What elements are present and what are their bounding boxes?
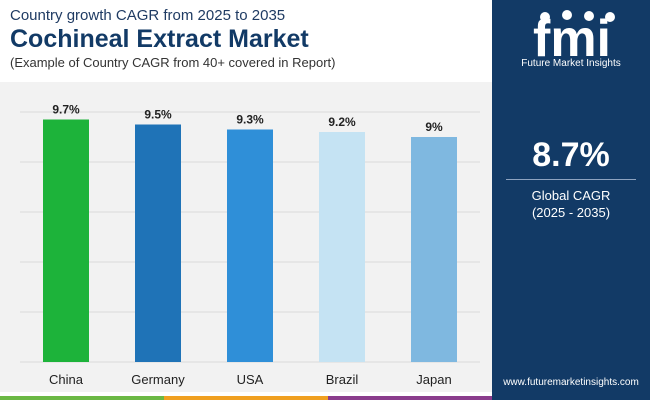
tick-label-germany: Germany bbox=[131, 372, 185, 387]
data-label-germany: 9.5% bbox=[144, 108, 172, 122]
global-cagr-period: (2025 - 2035) bbox=[531, 205, 611, 220]
bar-germany bbox=[135, 124, 181, 362]
data-label-china: 9.7% bbox=[52, 103, 80, 117]
website-link[interactable]: www.futuremarketinsights.com bbox=[503, 377, 639, 388]
kpi-divider bbox=[506, 179, 636, 180]
tick-label-japan: Japan bbox=[416, 372, 451, 387]
bar-usa bbox=[227, 129, 273, 362]
data-labels: 9.7% 9.5% 9.3% 9.2% 9% bbox=[52, 103, 443, 135]
x-tick-labels: China Germany USA Brazil Japan bbox=[49, 372, 452, 387]
chart-panel: 9.7% 9.5% 9.3% 9.2% 9% China Germany USA Brazil… bbox=[0, 82, 492, 392]
data-label-usa: 9.3% bbox=[236, 113, 264, 127]
footer-segment-purple bbox=[328, 396, 492, 400]
bar-china bbox=[43, 119, 89, 362]
global-cagr-value: 8.7% bbox=[532, 136, 610, 174]
footer-color-bar bbox=[0, 396, 492, 400]
bars bbox=[43, 119, 457, 362]
tick-label-usa: USA bbox=[237, 372, 264, 387]
chart-title: Cochineal Extract Market bbox=[10, 25, 309, 53]
data-label-brazil: 9.2% bbox=[328, 115, 356, 129]
header: Country growth CAGR from 2025 to 2035 Co… bbox=[0, 0, 492, 80]
bar-chart: 9.7% 9.5% 9.3% 9.2% 9% China Germany USA Brazil… bbox=[20, 103, 480, 387]
chart-subtitle: Country growth CAGR from 2025 to 2035 bbox=[10, 7, 286, 24]
chart-note: (Example of Country CAGR from 40+ covere… bbox=[10, 55, 336, 70]
fmi-logo-icon: fmi bbox=[533, 10, 615, 66]
bar-brazil bbox=[319, 132, 365, 362]
data-label-japan: 9% bbox=[425, 120, 443, 134]
tick-label-china: China bbox=[49, 372, 84, 387]
sidebar-panel: fmi Future Market Insights 8.7% Global C… bbox=[492, 0, 650, 400]
tick-label-brazil: Brazil bbox=[326, 372, 359, 387]
global-cagr-label: Global CAGR bbox=[531, 188, 611, 203]
brand-name: Future Market Insights bbox=[521, 58, 621, 69]
footer-segment-orange bbox=[164, 396, 328, 400]
bar-japan bbox=[411, 137, 457, 362]
footer-segment-green bbox=[0, 396, 164, 400]
